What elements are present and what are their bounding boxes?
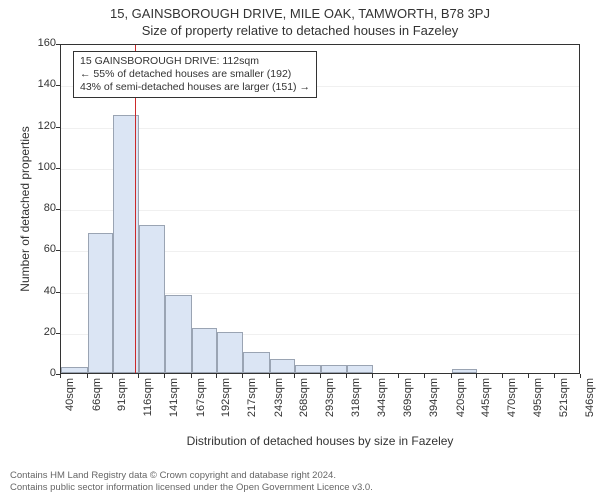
annotation-box: 15 GAINSBOROUGH DRIVE: 112sqm← 55% of de… (73, 51, 317, 98)
histogram-bar (61, 367, 88, 373)
x-tick-label: 91sqm (116, 378, 128, 428)
x-tick-label: 192sqm (220, 378, 232, 428)
y-tick-label: 100 (16, 161, 56, 173)
x-tick-label: 318sqm (350, 378, 362, 428)
footer-attribution: Contains HM Land Registry data © Crown c… (10, 470, 590, 494)
x-tick-mark (191, 374, 192, 378)
x-tick-label: 116sqm (142, 378, 154, 428)
histogram-bar (452, 369, 478, 373)
x-tick-label: 445sqm (480, 378, 492, 428)
plot-area: 15 GAINSBOROUGH DRIVE: 112sqm← 55% of de… (60, 44, 580, 374)
annotation-line-2: ← 55% of detached houses are smaller (19… (80, 68, 310, 81)
x-tick-mark (398, 374, 399, 378)
x-tick-mark (528, 374, 529, 378)
y-tick-label: 80 (16, 202, 56, 214)
histogram-bar (347, 365, 374, 373)
x-tick-label: 268sqm (298, 378, 310, 428)
x-tick-label: 141sqm (168, 378, 180, 428)
x-tick-mark (502, 374, 503, 378)
x-tick-mark (216, 374, 217, 378)
x-tick-mark (269, 374, 270, 378)
y-tick-label: 140 (16, 78, 56, 90)
histogram-bar (270, 359, 296, 373)
x-tick-label: 217sqm (246, 378, 258, 428)
y-tick-label: 120 (16, 120, 56, 132)
chart-title-sub: Size of property relative to detached ho… (0, 21, 600, 38)
annotation-line-1: 15 GAINSBOROUGH DRIVE: 112sqm (80, 55, 310, 68)
x-tick-label: 369sqm (402, 378, 414, 428)
x-tick-mark (294, 374, 295, 378)
x-tick-label: 66sqm (91, 378, 103, 428)
y-tick-label: 20 (16, 326, 56, 338)
x-tick-mark (476, 374, 477, 378)
x-tick-label: 495sqm (532, 378, 544, 428)
histogram-bar (321, 365, 347, 373)
x-tick-mark (424, 374, 425, 378)
x-tick-mark (554, 374, 555, 378)
x-tick-mark (320, 374, 321, 378)
x-tick-mark (372, 374, 373, 378)
y-tick-label: 0 (16, 367, 56, 379)
gridline (61, 45, 579, 46)
histogram-bar (192, 328, 218, 373)
x-tick-label: 470sqm (506, 378, 518, 428)
x-tick-mark (112, 374, 113, 378)
histogram-bar (295, 365, 321, 373)
x-tick-mark (138, 374, 139, 378)
x-axis-title: Distribution of detached houses by size … (60, 434, 580, 448)
y-tick-label: 40 (16, 285, 56, 297)
chart-container: Number of detached properties 0204060801… (0, 40, 600, 440)
x-tick-mark (164, 374, 165, 378)
y-tick-label: 60 (16, 243, 56, 255)
x-tick-mark (451, 374, 452, 378)
chart-title-main: 15, GAINSBOROUGH DRIVE, MILE OAK, TAMWOR… (0, 0, 600, 21)
histogram-bar (88, 233, 114, 373)
histogram-bar (217, 332, 243, 373)
x-tick-label: 546sqm (584, 378, 596, 428)
x-tick-label: 243sqm (273, 378, 285, 428)
x-tick-mark (60, 374, 61, 378)
y-tick-label: 160 (16, 37, 56, 49)
page-root: 15, GAINSBOROUGH DRIVE, MILE OAK, TAMWOR… (0, 0, 600, 500)
x-tick-label: 394sqm (428, 378, 440, 428)
x-tick-label: 167sqm (195, 378, 207, 428)
x-tick-label: 521sqm (558, 378, 570, 428)
x-tick-label: 293sqm (324, 378, 336, 428)
histogram-bar (139, 225, 165, 374)
x-tick-mark (87, 374, 88, 378)
footer-line-2: Contains public sector information licen… (10, 482, 590, 494)
histogram-bar (243, 352, 270, 373)
footer-line-1: Contains HM Land Registry data © Crown c… (10, 470, 590, 482)
annotation-line-3: 43% of semi-detached houses are larger (… (80, 81, 310, 94)
x-tick-mark (580, 374, 581, 378)
x-tick-label: 40sqm (64, 378, 76, 428)
x-tick-label: 344sqm (376, 378, 388, 428)
x-tick-label: 420sqm (455, 378, 467, 428)
histogram-bar (165, 295, 192, 373)
x-tick-mark (242, 374, 243, 378)
x-tick-mark (346, 374, 347, 378)
